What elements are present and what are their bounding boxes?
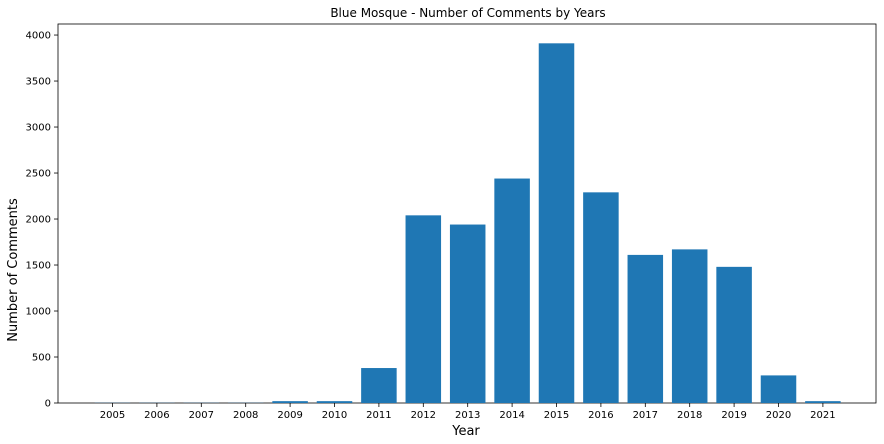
y-tick-label-1000: 1000: [26, 307, 51, 318]
bar-2010: [316, 401, 353, 403]
y-tick-label-0: 0: [45, 399, 51, 410]
bar-2019: [716, 266, 752, 403]
bar-2015: [538, 43, 575, 403]
y-axis-label: Number of Comments: [6, 198, 21, 342]
x-tick-label-2017: 2017: [633, 410, 658, 421]
bar-2012: [405, 215, 442, 403]
x-tick-label-2016: 2016: [588, 410, 613, 421]
x-tick-label-2014: 2014: [499, 410, 524, 421]
bar-2014: [494, 178, 530, 403]
bar-2021: [805, 401, 841, 403]
y-axis: 0 500 1000 1500 2000 2500 3000 3500 4000: [26, 31, 58, 410]
y-tick-label-2500: 2500: [26, 169, 51, 180]
x-tick-label-2009: 2009: [277, 410, 302, 421]
x-tick-label-2007: 2007: [189, 410, 214, 421]
y-tick-label-500: 500: [32, 353, 51, 364]
x-tick-label-2012: 2012: [411, 410, 436, 421]
x-tick-label-2006: 2006: [144, 410, 169, 421]
y-tick-label-4000: 4000: [26, 31, 51, 42]
x-tick-label-2008: 2008: [233, 410, 258, 421]
x-tick-label-2010: 2010: [322, 410, 347, 421]
bars: [94, 43, 841, 403]
bar-2016: [583, 192, 619, 403]
x-tick-label-2021: 2021: [810, 410, 835, 421]
x-tick-label-2015: 2015: [544, 410, 569, 421]
y-tick-label-2000: 2000: [26, 215, 51, 226]
x-tick-label-2020: 2020: [766, 410, 791, 421]
x-axis: 2005 2006 2007 2008 2009 2010 2011 2012 2013 2014…: [100, 403, 836, 421]
x-tick-label-2013: 2013: [455, 410, 480, 421]
bar-2013: [449, 224, 486, 403]
bar-2011: [361, 368, 397, 403]
x-tick-label-2005: 2005: [100, 410, 125, 421]
bar-2018: [671, 249, 708, 403]
bar-2020: [760, 375, 797, 403]
x-tick-label-2018: 2018: [677, 410, 702, 421]
x-tick-label-2019: 2019: [721, 410, 746, 421]
bar-2009: [272, 401, 308, 403]
x-tick-label-2011: 2011: [366, 410, 391, 421]
y-tick-label-1500: 1500: [26, 261, 51, 272]
chart-title: Blue Mosque - Number of Comments by Year…: [330, 6, 605, 20]
y-tick-label-3000: 3000: [26, 123, 51, 134]
bar-2017: [627, 254, 664, 403]
x-axis-label: Year: [451, 424, 480, 439]
y-tick-label-3500: 3500: [26, 77, 51, 88]
